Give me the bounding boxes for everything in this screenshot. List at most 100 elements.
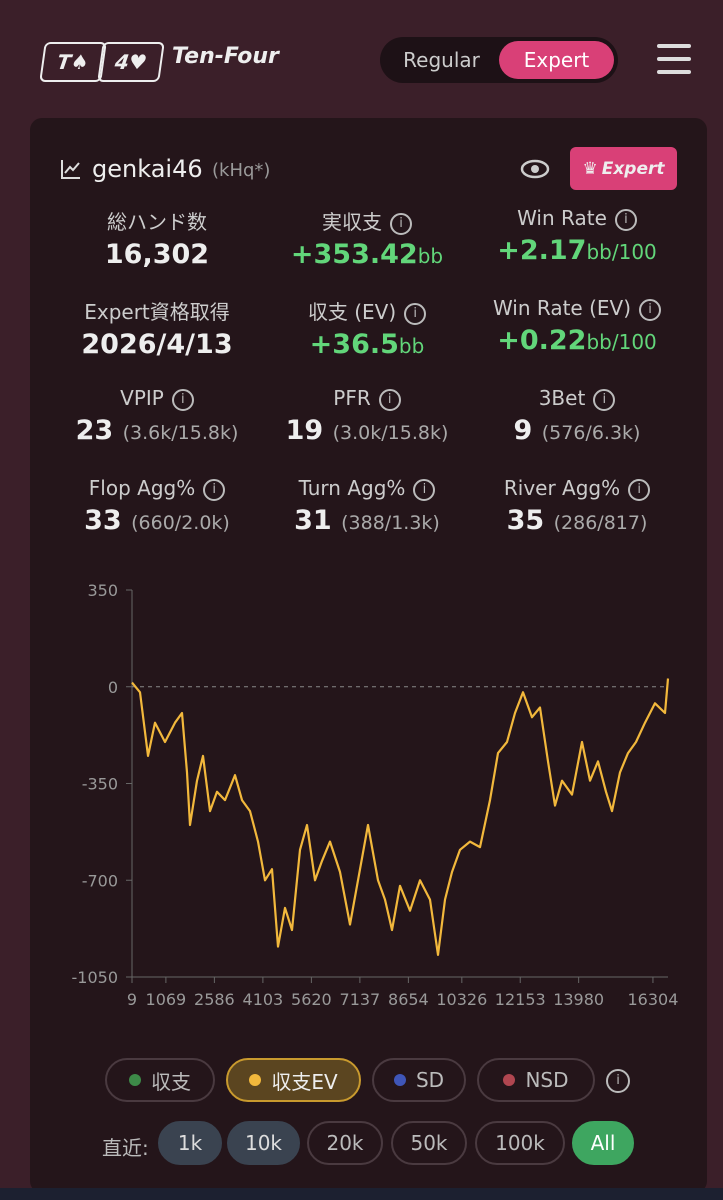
stat-label-text: 収支 (EV): [307, 300, 397, 324]
mode-expert[interactable]: Expert: [499, 41, 614, 79]
menu-button[interactable]: [657, 44, 691, 83]
x-tick-label: 4103: [243, 990, 284, 1009]
stat-value: 19: [285, 414, 324, 446]
toggle-label: SD: [415, 1068, 445, 1092]
stat-label: VPIP i: [52, 386, 262, 411]
stat-unit: bb: [417, 244, 444, 268]
series-toggle[interactable]: 収支: [105, 1058, 215, 1102]
stat-value: 35: [506, 504, 545, 536]
stat: Flop Agg% i 33 (660/2.0k): [52, 476, 262, 536]
range-button[interactable]: All: [572, 1121, 634, 1165]
series-toggle[interactable]: 収支EV: [226, 1058, 361, 1102]
brand: Ten-Four: [172, 44, 279, 69]
stat-label: Expert資格取得: [52, 296, 262, 325]
stat-label: 収支 (EV) i: [262, 296, 472, 325]
info-icon[interactable]: i: [378, 388, 401, 411]
profile-card: [30, 118, 707, 1193]
stat-detail: (660/2.0k): [131, 511, 230, 534]
stat-value: 16,302: [104, 239, 210, 270]
chart-icon: [61, 160, 80, 179]
stat-label: 実収支 i: [262, 206, 472, 235]
stat-label: 3Bet i: [472, 386, 682, 411]
stat: Turn Agg% i 31 (388/1.3k): [262, 476, 472, 536]
info-icon[interactable]: i: [614, 208, 637, 231]
toggle-dot: [393, 1074, 406, 1086]
info-icon[interactable]: i: [593, 388, 616, 411]
range-button[interactable]: 1k: [158, 1121, 222, 1165]
stat-value-row: +36.5bb: [262, 329, 472, 360]
toggle-label: 収支EV: [271, 1069, 338, 1094]
info-icon[interactable]: i: [404, 302, 427, 325]
logo-card: T♠: [39, 42, 107, 82]
x-tick-label: 13980: [553, 990, 604, 1009]
stat-value-row: 16,302: [52, 239, 262, 270]
stat-detail: (3.6k/15.8k): [122, 421, 239, 444]
stat-value-row: +353.42bb: [262, 239, 472, 270]
toggle-dot: [129, 1074, 141, 1086]
mode-regular[interactable]: Regular: [403, 48, 480, 72]
expert-badge: ♛ Expert: [570, 147, 677, 190]
stat: 収支 (EV) i +36.5bb: [262, 296, 472, 360]
stat-value-row: 23 (3.6k/15.8k): [52, 415, 262, 446]
stat-value-row: +2.17bb/100: [472, 235, 682, 266]
x-tick-label: 12153: [495, 990, 546, 1009]
y-tick-label: 0: [108, 678, 118, 697]
stat-value: +353.42: [290, 239, 418, 270]
y-tick-label: -700: [82, 871, 118, 890]
visibility-toggle[interactable]: [520, 156, 550, 182]
stat-value-row: 2026/4/13: [52, 329, 262, 360]
info-icon[interactable]: i: [639, 298, 662, 321]
stat-unit: bb/100: [586, 329, 657, 354]
stat-label: 総ハンド数: [52, 206, 262, 235]
x-tick-label: 2586: [194, 990, 235, 1009]
stat: Win Rate (EV) i +0.22bb/100: [472, 296, 682, 356]
info-icon[interactable]: i: [413, 478, 436, 501]
mode-switch: Regular Expert: [380, 37, 618, 83]
stat-value: 31: [294, 504, 332, 536]
info-icon[interactable]: i: [628, 478, 651, 501]
player-tag: (kHq*): [212, 160, 271, 181]
chart: 350 0 -350 -700 -1050 9 1069 2586 4103 5620 7137 86…: [72, 581, 679, 1009]
series-toggle[interactable]: SD: [372, 1058, 466, 1102]
stat-label-text: Win Rate: [517, 206, 607, 230]
stat-value-row: 9 (576/6.3k): [472, 415, 682, 446]
range-button[interactable]: 100k: [475, 1121, 565, 1165]
stat-label-text: VPIP: [120, 386, 164, 410]
stat: PFR i 19 (3.0k/15.8k): [262, 386, 472, 446]
stat: Expert資格取得 2026/4/13: [52, 296, 262, 360]
stat-label: River Agg% i: [472, 476, 682, 501]
stat-label-text: Turn Agg%: [298, 476, 406, 500]
stat-unit: bb: [398, 334, 425, 358]
info-icon[interactable]: i: [606, 1069, 630, 1093]
x-tick-label: 1069: [146, 990, 187, 1009]
stat-label-text: 3Bet: [538, 386, 586, 410]
stat-label-text: PFR: [333, 386, 371, 410]
info-icon[interactable]: i: [390, 212, 412, 235]
y-tick-label: -350: [82, 775, 118, 794]
toggle-label: 収支: [151, 1069, 191, 1094]
x-tick-label: 8654: [388, 990, 429, 1009]
range-button[interactable]: 20k: [307, 1121, 383, 1165]
stat-label-text: 実収支: [322, 210, 382, 234]
stat: Win Rate i +2.17bb/100: [472, 206, 682, 266]
stat-label: Win Rate i: [472, 206, 682, 231]
stat: VPIP i 23 (3.6k/15.8k): [52, 386, 262, 446]
range-button[interactable]: 50k: [391, 1121, 467, 1165]
stat-detail: (286/817): [553, 511, 648, 534]
range-button[interactable]: 10k: [227, 1121, 300, 1165]
logo-card: 4♥: [97, 42, 165, 82]
info-icon[interactable]: i: [171, 388, 194, 411]
stat-label: Flop Agg% i: [52, 476, 262, 501]
series-toggle[interactable]: NSD: [477, 1058, 595, 1102]
stat-label-text: Flop Agg%: [88, 476, 196, 500]
x-tick-label: 7137: [340, 990, 381, 1009]
stat-value-row: 33 (660/2.0k): [52, 505, 262, 536]
stat-detail: (3.0k/15.8k): [332, 421, 449, 444]
toggle-label: NSD: [525, 1068, 569, 1092]
info-icon[interactable]: i: [203, 478, 226, 501]
x-tick-label: 9: [127, 990, 137, 1009]
x-tick-label: 16304: [627, 990, 678, 1009]
stat-value: +0.22: [497, 324, 587, 356]
stat-value-row: 35 (286/817): [472, 505, 682, 536]
